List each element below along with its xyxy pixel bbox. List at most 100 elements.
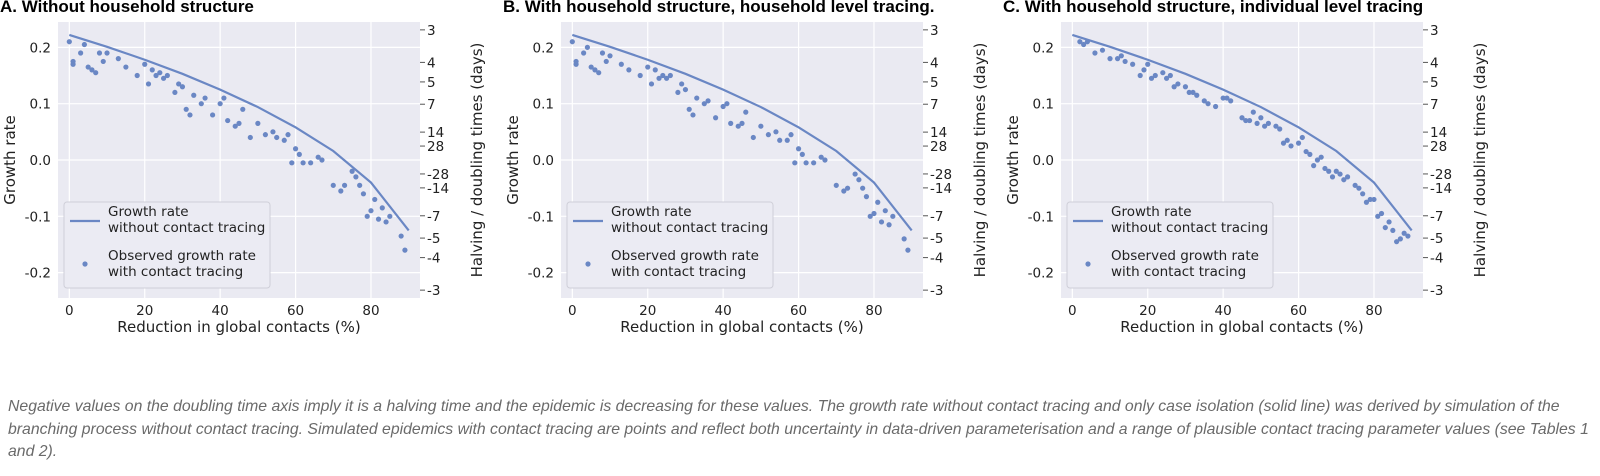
scatter-point — [319, 157, 325, 163]
scatter-point — [739, 120, 745, 126]
chart-panel-c: C. With household structure, individual … — [1003, 0, 1600, 345]
scatter-point — [1228, 98, 1234, 104]
scatter-point — [1363, 199, 1370, 205]
scatter-point — [179, 84, 186, 90]
scatter-point — [1352, 182, 1358, 188]
y2-tick-label: -14 — [427, 181, 449, 197]
x-tick-label: 80 — [362, 303, 379, 319]
scatter-point — [1280, 140, 1287, 146]
scatter-point — [603, 58, 609, 65]
x-tick-label: 60 — [287, 303, 304, 319]
scatter-point — [890, 213, 896, 219]
y2-tick-label: 28 — [1430, 139, 1447, 155]
scatter-point — [364, 213, 370, 219]
scatter-point — [100, 58, 106, 65]
scatter-point — [773, 129, 779, 135]
scatter-point — [360, 191, 367, 197]
scatter-point — [78, 50, 84, 56]
scatter-point — [1118, 53, 1124, 59]
scatter-point — [686, 106, 692, 112]
y-tick-label: -0.2 — [1028, 266, 1054, 282]
scatter-point — [720, 103, 726, 110]
scatter-point — [372, 196, 378, 203]
y2-tick-label: -28 — [427, 167, 449, 183]
scatter-point — [792, 160, 798, 166]
x-tick-label: 20 — [639, 303, 656, 319]
scatter-point — [262, 132, 268, 138]
scatter-point — [296, 151, 302, 157]
scatter-point — [1360, 191, 1366, 197]
scatter-point — [675, 89, 681, 96]
y2-tick-label: 7 — [930, 97, 939, 113]
scatter-point — [679, 81, 685, 87]
scatter-point — [240, 106, 246, 112]
scatter-point — [330, 182, 336, 188]
y2-tick-label: 4 — [1430, 55, 1439, 71]
y-tick-label: 0.0 — [533, 153, 554, 169]
scatter-point — [1341, 177, 1347, 183]
scatter-point — [153, 72, 159, 79]
scatter-point — [584, 44, 590, 50]
scatter-point — [1295, 140, 1302, 146]
y-tick-label: 0.0 — [1033, 153, 1054, 169]
scatter-point — [274, 134, 280, 141]
scatter-point — [1262, 123, 1268, 129]
scatter-point — [85, 64, 91, 70]
scatter-point — [1337, 171, 1343, 177]
scatter-point — [1130, 61, 1136, 67]
scatter-point — [1145, 61, 1151, 67]
legend-point-swatch — [1085, 261, 1091, 267]
y2-tick-label: -5 — [427, 231, 440, 247]
scatter-point — [1084, 39, 1090, 45]
legend: Growth rate without contact tracing Observ… — [1066, 201, 1274, 289]
scatter-point — [225, 117, 231, 124]
y2-tick-label: 3 — [427, 23, 436, 39]
scatter-point — [1386, 219, 1392, 225]
scatter-point — [1277, 126, 1283, 132]
scatter-point — [1318, 154, 1324, 160]
scatter-point — [341, 182, 348, 188]
scatter-point — [183, 106, 189, 112]
x-tick-label: 60 — [790, 303, 807, 319]
growth-rate-line — [68, 33, 410, 232]
x-tick-label: 40 — [715, 303, 732, 319]
scatter-point — [1160, 70, 1166, 76]
scatter-point — [187, 112, 193, 118]
chart-svg: 0 20 40 60 80 0.2 0.1 0.0 -0.1 -0.2 -3 -4 -5 -7 -14-28… — [1004, 22, 1489, 336]
scatter-point — [289, 160, 295, 166]
scatter-point — [1152, 72, 1158, 79]
legend-entry-line: Growth rate — [611, 204, 692, 220]
scatter-point — [705, 98, 711, 104]
scatter-point — [142, 61, 148, 67]
scatter-point — [1375, 213, 1381, 219]
scatter-point — [1378, 210, 1385, 217]
legend: Growth rate without contact tracing Observ… — [566, 201, 774, 289]
scatter-point — [232, 123, 238, 129]
y-tick-label: 0.2 — [533, 40, 554, 56]
scatter-point — [1224, 95, 1230, 101]
scatter-point — [1367, 196, 1373, 203]
scatter-point — [573, 61, 579, 67]
scatter-point — [315, 154, 321, 160]
x-tick-label: 0 — [65, 303, 74, 319]
scatter-point — [383, 219, 389, 225]
y2-tick-label: 7 — [427, 97, 436, 113]
y-tick-label: 0.1 — [533, 97, 554, 113]
legend-entry-line: with contact tracing — [611, 264, 746, 280]
scatter-point — [398, 233, 404, 239]
scatter-point — [811, 160, 817, 166]
panel-title: A. Without household structure — [0, 0, 254, 16]
y-tick-label: -0.2 — [528, 266, 554, 282]
scatter-point — [799, 151, 805, 157]
scatter-point — [1213, 103, 1219, 110]
scatter-point — [867, 213, 873, 219]
scatter-point — [1167, 72, 1173, 79]
scatter-point — [1163, 75, 1170, 81]
scatter-point — [795, 146, 802, 152]
scatter-point — [844, 185, 851, 191]
scatter-point — [694, 95, 700, 101]
y2-tick-label: 3 — [930, 23, 939, 39]
scatter-point — [1273, 123, 1279, 129]
scatter-point — [308, 160, 314, 166]
scatter-point — [648, 81, 655, 87]
